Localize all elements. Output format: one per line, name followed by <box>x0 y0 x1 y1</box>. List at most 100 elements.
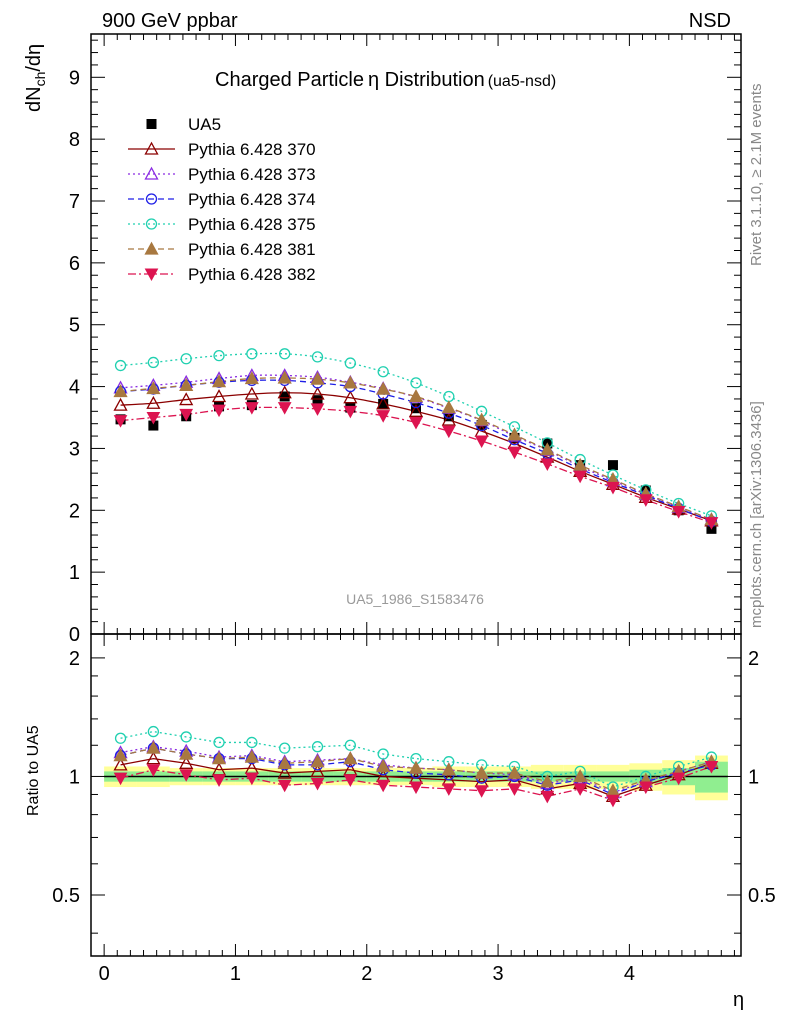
ylabel-main: dN <box>23 86 45 112</box>
main-y-axis-label: dNch/dη <box>23 44 48 112</box>
ratio-point-381 <box>343 751 358 765</box>
ratio-point-382 <box>671 772 686 786</box>
ratio-point-381 <box>474 765 489 779</box>
main-point-381 <box>441 400 456 414</box>
ratio-point-381 <box>573 769 588 783</box>
main-point-381 <box>277 370 292 384</box>
main-point-382 <box>310 403 325 416</box>
main-point-382 <box>376 410 391 423</box>
ratio-point-370 <box>113 757 128 771</box>
main-point-382 <box>146 412 161 425</box>
ratio-point-382 <box>409 781 423 795</box>
main-point-370 <box>277 385 292 399</box>
ratio-point-382 <box>704 760 719 774</box>
ratio-y-axis-label: Ratio to UA5 <box>25 725 42 816</box>
main-point-381 <box>179 377 194 391</box>
main-point-381 <box>146 381 161 395</box>
main-point-UA5 <box>279 391 290 402</box>
legend-label-375: Pythia 6.428 375 <box>188 215 316 234</box>
ratio-point-370 <box>310 764 325 778</box>
ratio-point-382 <box>245 772 259 786</box>
ratio-point-382 <box>146 764 161 777</box>
main-point-382 <box>212 404 226 418</box>
ratio-point-382 <box>343 774 358 787</box>
main-y-tick-label: 3 <box>69 438 80 460</box>
main-point-375 <box>213 349 225 362</box>
title-main: Charged Particle <box>215 69 364 91</box>
ratio-point-375 <box>180 731 192 743</box>
main-point-382 <box>409 416 423 430</box>
x-tick-label: 0 <box>99 963 110 985</box>
main-y-tick-label: 4 <box>69 377 80 399</box>
main-point-381 <box>376 381 391 395</box>
main-point-375 <box>410 377 422 389</box>
legend-marker-381 <box>144 241 159 255</box>
legend-label-373: Pythia 6.428 373 <box>188 165 316 184</box>
main-point-382 <box>573 470 587 484</box>
legend-label-382: Pythia 6.428 382 <box>188 265 316 284</box>
x-tick-label: 3 <box>493 963 504 985</box>
main-point-382 <box>277 402 292 415</box>
analysis-watermark: UA5_1986_S1583476 <box>346 591 484 607</box>
ratio-y-tick-label-left: 1 <box>69 766 80 788</box>
main-point-382 <box>507 446 522 460</box>
x-tick-label: 4 <box>624 963 635 985</box>
ratio-point-382 <box>606 794 620 808</box>
main-y-tick-label: 1 <box>69 562 80 584</box>
x-axis-label: η <box>733 989 744 1011</box>
ratio-point-382 <box>507 783 522 796</box>
main-point-381 <box>113 384 128 398</box>
legend-label-370: Pythia 6.428 370 <box>188 140 316 159</box>
main-point-382 <box>474 435 489 449</box>
ratio-point-382 <box>573 783 587 796</box>
legend-label-374: Pythia 6.428 374 <box>188 190 316 209</box>
main-point-375 <box>180 353 192 365</box>
main-point-382 <box>704 517 719 530</box>
ratio-point-381 <box>310 754 325 768</box>
ratio-point-375 <box>344 739 356 751</box>
legend-marker-373 <box>144 166 159 180</box>
main-point-381 <box>573 457 588 471</box>
header-right-label: NSD <box>689 10 731 32</box>
ratio-point-381 <box>277 755 292 769</box>
ratio-point-381 <box>507 765 522 779</box>
title-symbol: η <box>368 69 379 91</box>
main-point-382 <box>343 405 358 419</box>
main-point-370 <box>441 412 456 426</box>
main-point-370 <box>376 396 391 410</box>
ratio-point-370 <box>277 765 292 779</box>
main-point-370 <box>179 392 194 406</box>
main-y-tick-label: 7 <box>69 191 80 213</box>
main-point-375 <box>246 348 258 360</box>
main-point-382 <box>606 481 620 495</box>
title-suffix: (ua5-nsd) <box>488 73 556 90</box>
legend-marker-UA5 <box>146 119 157 129</box>
ratio-y-tick-label-left: 2 <box>69 648 80 670</box>
main-point-UA5 <box>148 420 159 431</box>
main-point-375 <box>114 359 127 372</box>
main-point-370 <box>310 386 325 400</box>
legend-label-381: Pythia 6.428 381 <box>188 240 316 259</box>
main-point-370 <box>408 403 424 417</box>
main-y-tick-label: 8 <box>69 129 80 151</box>
ratio-point-381 <box>211 751 227 765</box>
ratio-point-382 <box>540 790 555 804</box>
main-point-375 <box>311 351 324 363</box>
main-y-tick-label: 0 <box>69 624 80 646</box>
main-point-381 <box>244 371 259 385</box>
ratio-point-375 <box>311 741 324 753</box>
ratio-point-375 <box>246 736 258 749</box>
legend-marker-375 <box>145 218 158 230</box>
series-markers-layer <box>113 348 719 808</box>
main-point-381 <box>211 374 227 388</box>
main-point-382 <box>671 506 686 519</box>
main-point-381 <box>540 442 555 456</box>
main-y-tick-label: 9 <box>69 67 80 89</box>
ratio-point-382 <box>310 777 325 791</box>
ratio-y-tick-label-left: 0.5 <box>52 885 80 907</box>
ratio-point-375 <box>147 725 160 738</box>
main-point-375 <box>279 348 291 360</box>
main-point-UA5 <box>312 395 323 406</box>
main-point-381 <box>408 389 424 403</box>
ratio-point-375 <box>114 732 127 744</box>
